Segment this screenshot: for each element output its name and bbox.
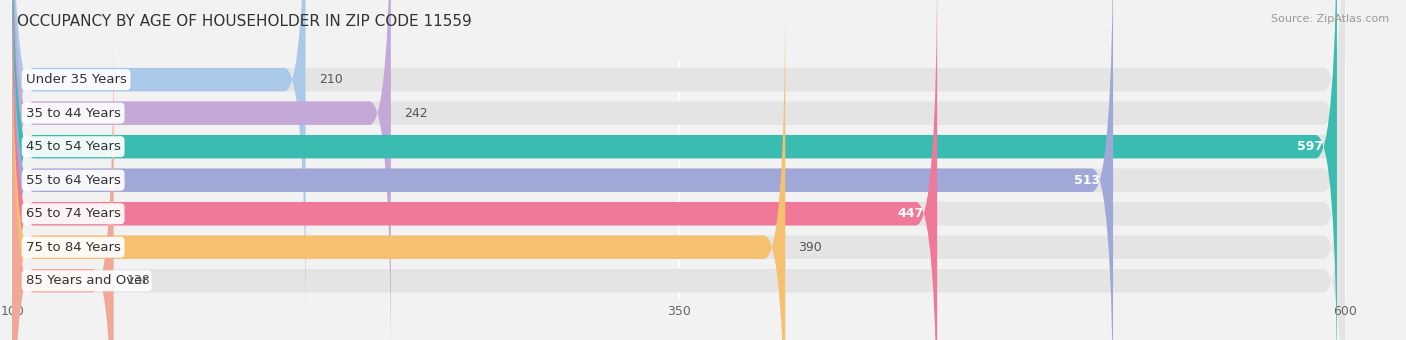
FancyBboxPatch shape [13,0,1114,340]
FancyBboxPatch shape [13,0,305,336]
Text: 210: 210 [319,73,343,86]
Text: 45 to 54 Years: 45 to 54 Years [25,140,121,153]
Text: OCCUPANCY BY AGE OF HOUSEHOLDER IN ZIP CODE 11559: OCCUPANCY BY AGE OF HOUSEHOLDER IN ZIP C… [17,14,471,29]
FancyBboxPatch shape [13,0,938,340]
FancyBboxPatch shape [13,0,1346,340]
Text: 138: 138 [127,274,150,287]
Text: 65 to 74 Years: 65 to 74 Years [25,207,121,220]
Text: 242: 242 [404,107,427,120]
Text: 85 Years and Over: 85 Years and Over [25,274,148,287]
Text: Under 35 Years: Under 35 Years [25,73,127,86]
Text: 55 to 64 Years: 55 to 64 Years [25,174,121,187]
FancyBboxPatch shape [13,0,786,340]
Text: 390: 390 [799,241,823,254]
FancyBboxPatch shape [13,24,114,340]
Text: 513: 513 [1074,174,1099,187]
FancyBboxPatch shape [13,0,1346,340]
Text: 447: 447 [897,207,924,220]
Text: 597: 597 [1298,140,1323,153]
Text: Source: ZipAtlas.com: Source: ZipAtlas.com [1271,14,1389,23]
Text: 75 to 84 Years: 75 to 84 Years [25,241,121,254]
FancyBboxPatch shape [13,0,1346,336]
FancyBboxPatch shape [13,0,1346,340]
FancyBboxPatch shape [13,0,1346,340]
FancyBboxPatch shape [13,0,391,340]
Text: 35 to 44 Years: 35 to 44 Years [25,107,121,120]
FancyBboxPatch shape [13,24,1346,340]
FancyBboxPatch shape [13,0,1346,340]
FancyBboxPatch shape [13,0,1337,340]
